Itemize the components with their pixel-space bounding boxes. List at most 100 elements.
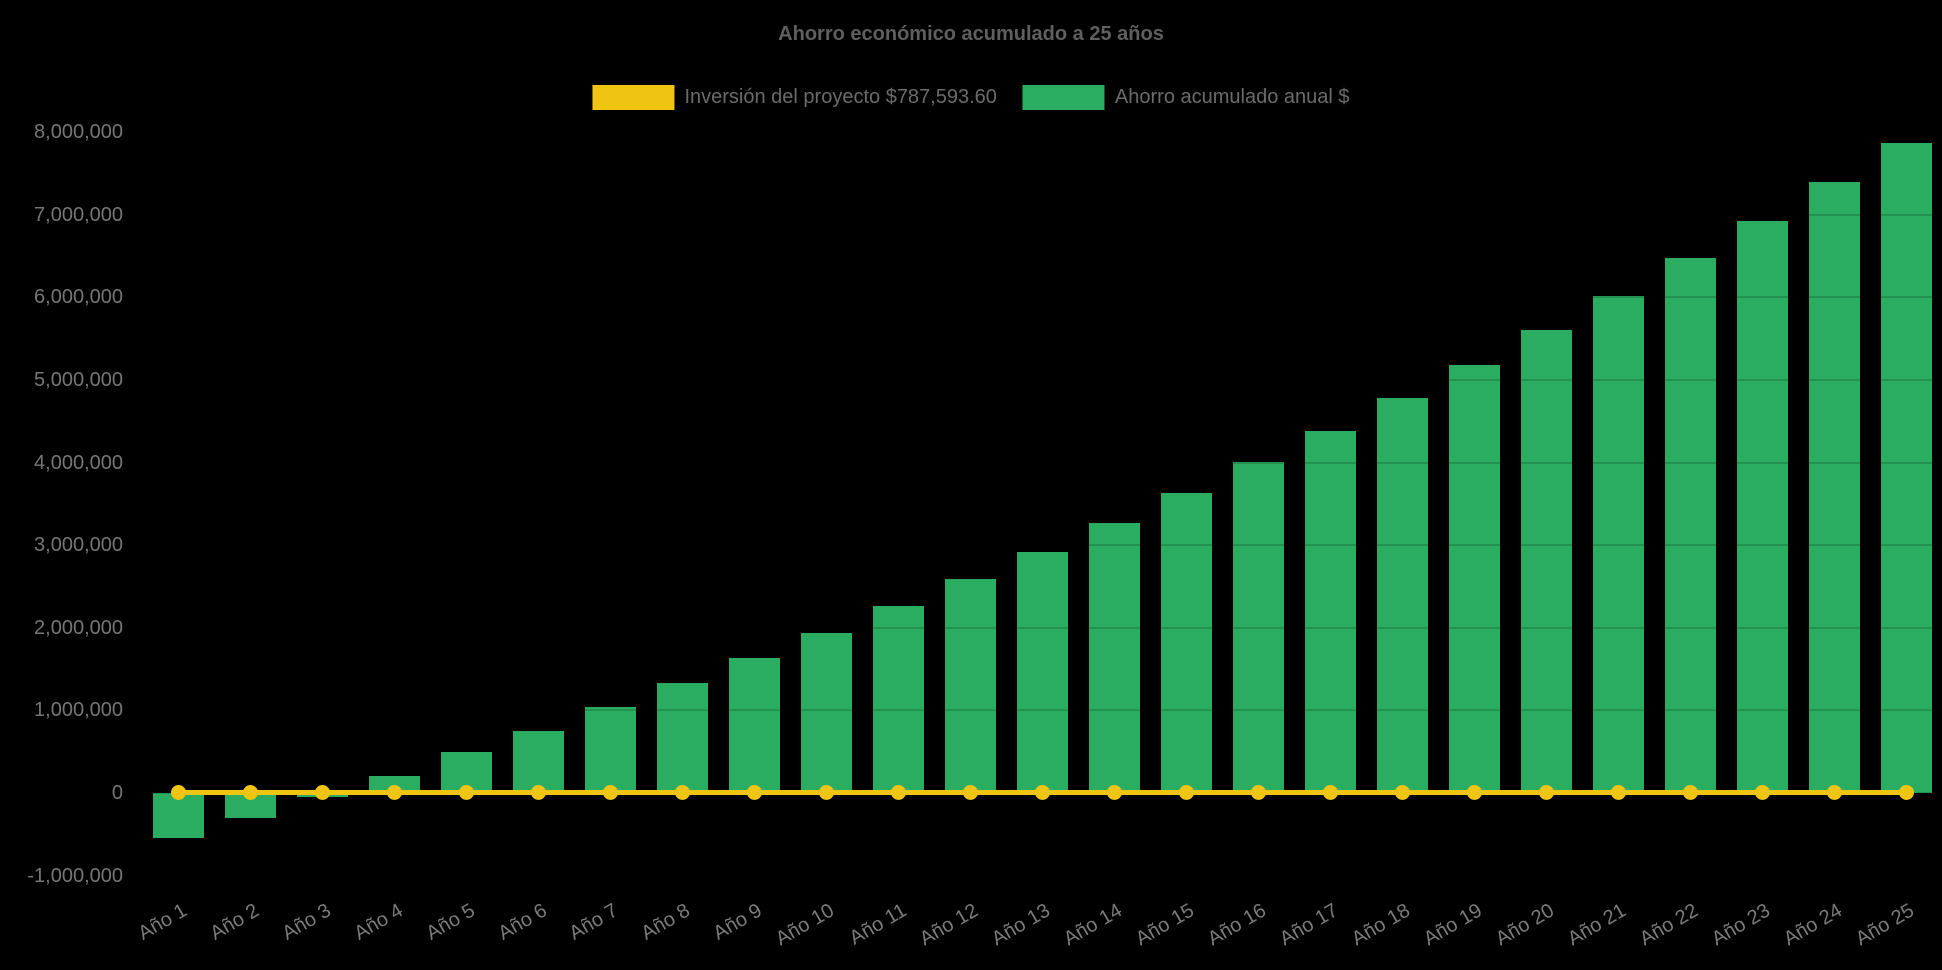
x-tick-label: Año 10 <box>772 899 839 951</box>
x-tick-label: Año 22 <box>1635 899 1702 951</box>
x-tick-label: Año 6 <box>494 899 551 945</box>
investment-line-point <box>531 785 547 801</box>
x-tick-label: Año 20 <box>1491 899 1558 951</box>
bar-año-16 <box>1232 461 1284 793</box>
bar-año-15 <box>1160 493 1212 793</box>
investment-line-point <box>1250 785 1266 801</box>
x-tick-label: Año 21 <box>1563 899 1630 951</box>
bar-año-1 <box>153 792 205 839</box>
investment-line-point <box>243 785 259 801</box>
investment-line-point <box>1178 785 1194 801</box>
gridline <box>143 296 1942 299</box>
x-tick-label: Año 15 <box>1132 899 1198 951</box>
x-tick-label: Año 7 <box>565 899 623 945</box>
bar-año-25 <box>1880 142 1932 793</box>
gridline <box>143 626 1942 629</box>
x-tick-label: Año 12 <box>916 899 983 951</box>
bar-año-23 <box>1736 221 1788 793</box>
y-tick-label: 5,000,000 <box>34 368 123 391</box>
investment-line-point <box>1538 785 1554 801</box>
legend-item-inversion: Inversión del proyecto $787,593.60 <box>592 85 997 110</box>
x-tick-label: Año 19 <box>1419 899 1486 951</box>
bar-año-6 <box>513 730 565 793</box>
investment-line-point <box>315 785 331 801</box>
y-tick-label: 8,000,000 <box>34 121 123 144</box>
investment-line-point <box>1322 785 1338 801</box>
x-tick-label: Año 13 <box>988 899 1054 951</box>
bar-año-10 <box>801 632 853 793</box>
bar-año-7 <box>585 706 637 793</box>
y-tick-label: 2,000,000 <box>34 616 123 639</box>
gridline <box>143 461 1942 464</box>
bar-año-14 <box>1088 522 1140 793</box>
x-tick-label: Año 4 <box>350 899 407 945</box>
investment-line-point <box>1898 785 1914 801</box>
investment-line-point <box>891 785 907 801</box>
x-tick-label: Año 16 <box>1203 899 1270 951</box>
gridline <box>143 378 1942 381</box>
bar-año-21 <box>1592 295 1644 793</box>
y-tick-label: 0 <box>111 781 123 804</box>
investment-line-point <box>1754 785 1770 801</box>
investment-line-point <box>387 785 403 801</box>
gridline <box>143 213 1942 216</box>
x-tick-label: Año 11 <box>845 899 911 950</box>
legend-label-inversion: Inversión del proyecto $787,593.60 <box>684 86 997 108</box>
bar-año-9 <box>729 658 781 793</box>
y-tick-label: 6,000,000 <box>34 286 123 309</box>
bar-año-22 <box>1664 258 1716 793</box>
investment-line-point <box>819 785 835 801</box>
x-tick-label: Año 23 <box>1707 899 1774 951</box>
gridline <box>143 709 1942 712</box>
bar-año-11 <box>873 606 925 793</box>
legend-swatch-ahorro <box>1022 85 1105 110</box>
bar-año-4 <box>369 775 421 793</box>
bar-año-8 <box>657 683 709 793</box>
investment-line-point <box>1610 785 1626 801</box>
y-tick-label: -1,000,000 <box>27 864 123 887</box>
investment-line-point <box>747 785 763 801</box>
x-tick-label: Año 14 <box>1060 899 1126 951</box>
investment-line-point <box>1035 785 1050 801</box>
bar-año-20 <box>1520 329 1572 793</box>
investment-line-point <box>603 785 619 801</box>
legend-label-ahorro: Ahorro acumulado anual $ <box>1114 86 1350 108</box>
y-tick-label: 7,000,000 <box>34 203 123 226</box>
bar-año-24 <box>1808 181 1860 793</box>
investment-line-point <box>1826 785 1842 801</box>
investment-line-point <box>1106 785 1122 801</box>
bar-año-17 <box>1304 431 1356 793</box>
investment-line-point <box>1394 785 1410 801</box>
investment-line-point <box>1466 785 1482 801</box>
y-tick-label: 3,000,000 <box>34 534 123 557</box>
investment-line-point <box>1682 785 1698 801</box>
legend-swatch-inversion <box>592 85 675 110</box>
bar-año-12 <box>945 578 997 793</box>
x-tick-label: Año 3 <box>278 899 335 945</box>
investment-line-point <box>675 785 691 801</box>
x-tick-label: Año 9 <box>709 899 767 945</box>
bar-año-18 <box>1376 398 1428 793</box>
x-tick-label: Año 25 <box>1851 899 1918 951</box>
x-tick-label: Año 2 <box>206 899 263 945</box>
gridline <box>143 131 1942 134</box>
x-tick-label: Año 8 <box>637 899 695 945</box>
y-tick-label: 1,000,000 <box>34 699 123 722</box>
investment-line-point <box>459 785 475 801</box>
x-tick-label: Año 5 <box>422 899 479 945</box>
bar-año-13 <box>1017 551 1068 793</box>
investment-line-point <box>963 785 979 801</box>
chart-legend: Inversión del proyecto $787,593.60 Ahorr… <box>592 85 1350 110</box>
bar-año-19 <box>1448 365 1500 793</box>
x-tick-label: Año 18 <box>1347 899 1414 951</box>
x-tick-label: Año 24 <box>1779 899 1846 951</box>
x-tick-label: Año 17 <box>1275 899 1342 951</box>
legend-item-ahorro: Ahorro acumulado anual $ <box>1022 85 1350 110</box>
x-tick-label: Año 1 <box>134 899 191 945</box>
gridline <box>143 544 1942 547</box>
gridline <box>143 874 1942 877</box>
y-tick-label: 4,000,000 <box>34 451 123 474</box>
investment-line-point <box>171 785 187 801</box>
chart-title: Ahorro económico acumulado a 25 años <box>778 23 1164 45</box>
